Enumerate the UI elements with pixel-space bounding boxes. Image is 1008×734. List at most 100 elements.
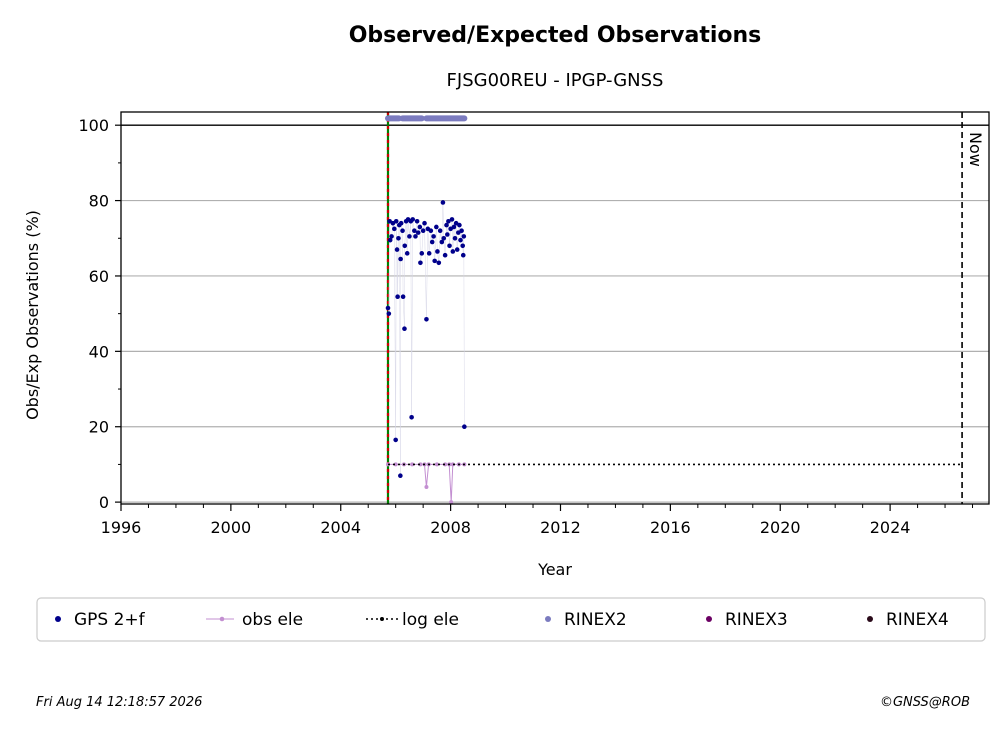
data-point — [454, 247, 460, 252]
x-tick-label-2020: 2020 — [760, 518, 801, 537]
y-tick-label-40: 40 — [89, 342, 109, 361]
data-point — [398, 220, 404, 226]
x-tick-label-2004: 2004 — [320, 518, 361, 537]
legend-label: RINEX2 — [564, 610, 627, 630]
legend-marker — [219, 616, 225, 622]
data-point — [450, 249, 456, 254]
data-point — [459, 228, 464, 234]
data-point — [393, 219, 399, 224]
data-point — [389, 234, 394, 239]
data-point — [404, 251, 410, 256]
y-tick-label-100: 100 — [78, 116, 109, 135]
now-label: Now — [966, 132, 985, 167]
data-point — [409, 415, 414, 420]
legend-frame — [36, 597, 986, 642]
data-point — [412, 228, 417, 234]
obs-ele-point — [418, 462, 423, 467]
data-point — [432, 258, 437, 264]
data-point — [419, 251, 425, 256]
data-point — [461, 234, 467, 239]
data-point — [428, 228, 434, 234]
data-point — [437, 228, 443, 234]
x-axis-label: Year — [537, 560, 572, 579]
data-point — [424, 317, 429, 322]
data-point — [414, 219, 420, 224]
obs-ele-point — [424, 485, 429, 490]
legend-marker — [55, 616, 61, 622]
data-point — [394, 247, 400, 252]
obs-ele-point — [449, 500, 454, 505]
chart-subtitle: FJSG00REU - IPGP-GNSS — [447, 70, 664, 91]
data-point — [400, 228, 405, 234]
y-tick-label-60: 60 — [89, 267, 109, 286]
data-point — [386, 311, 392, 316]
data-point — [398, 473, 403, 479]
data-point — [407, 234, 412, 239]
data-point — [392, 226, 397, 232]
data-point — [410, 217, 416, 222]
data-point — [415, 230, 421, 235]
data-point — [458, 237, 463, 243]
data-point — [439, 239, 445, 245]
y-axis-label: Obs/Exp Observations (%) — [23, 210, 42, 420]
chart-title: Observed/Expected Observations — [349, 23, 762, 48]
data-point — [426, 251, 432, 256]
legend-label: RINEX4 — [886, 610, 949, 630]
y-tick-label-80: 80 — [89, 192, 109, 211]
legend-label: obs ele — [242, 610, 303, 630]
data-point — [460, 243, 466, 249]
data-point — [445, 232, 450, 237]
data-point — [420, 228, 426, 234]
obs-ele-line — [388, 463, 465, 503]
legend: GPS 2+f obs ele log ele RINEX2 RINEX3 RINEX4 — [36, 597, 986, 642]
legend-label: log ele — [402, 610, 459, 630]
data-point — [452, 235, 458, 241]
data-point — [447, 243, 452, 249]
data-point — [434, 224, 439, 230]
data-point — [460, 252, 466, 258]
obs-ele-point — [434, 462, 439, 467]
data-point — [449, 217, 455, 222]
obs-ele-point — [393, 462, 398, 467]
x-tick-label-2000: 2000 — [211, 518, 252, 537]
legend-marker — [706, 616, 712, 622]
data-point — [429, 239, 435, 245]
data-point — [393, 437, 398, 443]
data-point — [441, 235, 447, 241]
x-tick-label-2016: 2016 — [650, 518, 691, 537]
data-point — [396, 235, 401, 241]
data-point — [417, 224, 423, 230]
data-point — [431, 234, 436, 239]
legend-label: RINEX3 — [725, 610, 788, 630]
axis-ticks: 0 20 40 60 80 100 1996 2000 2004 2008 2012 2016 2020… — [78, 116, 974, 537]
data-point — [446, 219, 451, 224]
data-point — [436, 260, 442, 266]
data-point — [385, 305, 391, 311]
series-connector — [387, 202, 465, 476]
y-tick-label-20: 20 — [89, 418, 109, 437]
footer-timestamp: Fri Aug 14 12:18:57 2026 — [36, 695, 203, 710]
footer-credit: ©GNSS@ROB — [879, 695, 970, 710]
data-point — [457, 222, 462, 228]
x-tick-label-1996: 1996 — [101, 518, 142, 537]
plot-marks: Now — [384, 112, 985, 505]
data-point — [442, 252, 448, 258]
data-point — [435, 249, 440, 254]
data-point — [444, 222, 449, 228]
legend-marker — [545, 616, 551, 622]
data-point — [462, 424, 467, 430]
legend-marker — [380, 617, 384, 621]
x-tick-label-2024: 2024 — [870, 518, 911, 537]
y-tick-label-0: 0 — [99, 493, 109, 512]
data-point — [400, 294, 406, 299]
data-point — [451, 224, 457, 230]
data-point — [418, 260, 423, 266]
data-point — [402, 243, 408, 249]
legend-marker — [867, 616, 873, 622]
data-point — [398, 256, 403, 262]
data-point — [395, 294, 400, 299]
data-point — [440, 200, 446, 205]
obs-ele-point — [443, 462, 448, 467]
plot-frame — [120, 111, 990, 505]
